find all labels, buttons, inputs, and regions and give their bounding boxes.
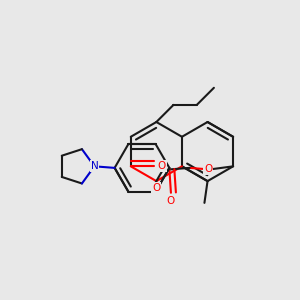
Text: N: N (91, 161, 98, 171)
Text: N: N (91, 161, 98, 171)
Text: O: O (204, 164, 212, 174)
Text: O: O (167, 196, 175, 206)
Text: O: O (152, 183, 160, 193)
Text: O: O (158, 161, 166, 171)
